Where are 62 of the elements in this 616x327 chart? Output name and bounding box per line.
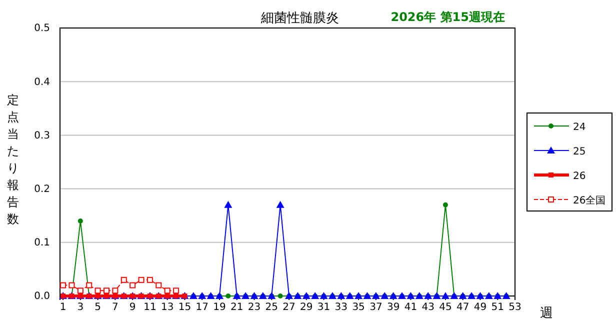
x-tick-label: 37	[370, 302, 382, 314]
x-tick-label: 53	[508, 302, 522, 314]
point	[173, 288, 180, 294]
x-tick-label: 17	[196, 302, 208, 314]
point	[60, 282, 66, 288]
point	[78, 218, 83, 224]
point	[104, 288, 110, 294]
y-tick-label: 0.0	[34, 291, 50, 302]
point	[120, 276, 127, 283]
legend-label: 26	[573, 171, 586, 182]
x-tick-label: 1	[60, 302, 66, 314]
point	[138, 276, 144, 283]
point	[441, 292, 450, 299]
x-tick-label: 49	[474, 302, 487, 314]
point	[94, 288, 101, 294]
x-tick-label: 13	[160, 302, 174, 314]
x-tick-label: 23	[248, 302, 261, 314]
y-tick-label: 0.2	[34, 184, 50, 195]
x-tick-label: 43	[422, 302, 434, 314]
x-tick-label: 39	[386, 302, 400, 314]
x-tick-label: 3	[77, 302, 84, 314]
point	[86, 282, 92, 288]
x-axis-title: 週	[540, 306, 553, 321]
x-tick-label: 15	[178, 302, 192, 314]
point	[442, 202, 448, 208]
x-tick-label: 45	[439, 302, 452, 314]
x-tick-label: 11	[144, 302, 156, 314]
y-tick-label: 0.5	[34, 23, 50, 34]
point	[156, 282, 162, 288]
chart-title: 細菌性髄膜炎	[260, 11, 339, 26]
x-tick-label: 33	[334, 302, 348, 314]
point	[68, 282, 75, 288]
point	[77, 288, 84, 294]
point	[224, 200, 232, 208]
legend-label: 24	[573, 122, 586, 133]
x-tick-label: 9	[129, 302, 136, 314]
point	[112, 288, 118, 294]
point	[226, 294, 231, 298]
point	[164, 288, 170, 294]
point	[276, 200, 284, 208]
point	[130, 282, 136, 288]
point	[146, 276, 153, 283]
x-tick-label: 29	[300, 302, 313, 314]
legend-label: 25	[573, 146, 586, 158]
x-tick-label: 7	[112, 302, 118, 314]
x-tick-label: 51	[491, 302, 504, 314]
x-tick-label: 41	[404, 302, 418, 314]
y-tick-label: 0.4	[34, 76, 50, 88]
legend-label: 26全国	[573, 194, 606, 206]
x-tick-label: 27	[282, 302, 296, 314]
x-tick-label: 47	[456, 302, 470, 314]
x-tick-label: 5	[94, 302, 101, 314]
x-tick-label: 35	[352, 302, 365, 314]
chart-subtitle: 2026年 第15週現在	[390, 10, 505, 24]
point	[278, 294, 283, 298]
x-tick-label: 19	[213, 302, 226, 314]
y-tick-label: 0.1	[34, 238, 50, 249]
x-tick-label: 25	[265, 302, 278, 314]
x-tick-label: 31	[317, 302, 330, 314]
y-axis-title: 定点当たり報告数	[7, 93, 19, 226]
x-tick-label: 21	[230, 302, 244, 314]
y-tick-label: 0.3	[34, 130, 50, 142]
